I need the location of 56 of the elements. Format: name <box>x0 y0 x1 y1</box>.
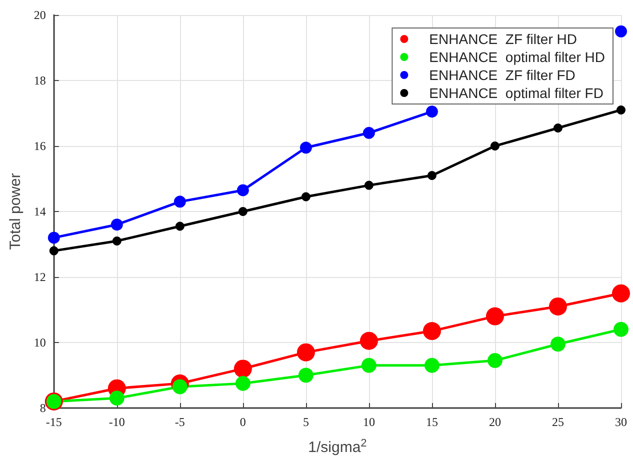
point <box>175 222 184 231</box>
x-tick-label: -5 <box>174 415 185 429</box>
x-tick-label: 25 <box>552 415 564 429</box>
x-tick-label: 10 <box>362 415 375 429</box>
point <box>234 360 252 378</box>
point <box>296 343 315 362</box>
point <box>616 105 626 114</box>
x-tick-label: 5 <box>302 415 309 429</box>
legend-label: ENHANCE ZF filter FD <box>429 67 576 83</box>
x-tick-label: 15 <box>426 415 438 429</box>
y-tick-label: 18 <box>34 74 46 88</box>
point <box>360 332 378 350</box>
point <box>615 25 627 38</box>
point <box>300 142 312 154</box>
point <box>549 297 567 316</box>
point <box>422 322 441 340</box>
point <box>486 307 504 326</box>
point <box>426 106 438 118</box>
point <box>49 246 58 256</box>
x-tick-label: 0 <box>240 415 246 429</box>
x-tick-label: -15 <box>46 415 62 429</box>
point <box>554 123 562 132</box>
y-tick-label: 20 <box>34 8 46 22</box>
y-tick-label: 16 <box>34 139 46 153</box>
point <box>487 353 502 368</box>
y-tick-label: 12 <box>34 270 46 284</box>
point <box>298 368 314 383</box>
point <box>112 236 122 246</box>
point <box>172 379 188 394</box>
point <box>238 207 248 216</box>
point <box>301 192 310 202</box>
legend-label: ENHANCE ZF filter HD <box>429 31 577 47</box>
point <box>174 196 186 208</box>
y-tick-label: 10 <box>34 336 46 350</box>
legend-label: ENHANCE optimal filter FD <box>429 85 604 101</box>
legend-label: ENHANCE optimal filter HD <box>429 49 606 65</box>
y-tick-label: 14 <box>34 204 46 218</box>
y-axis-title: Total power <box>7 173 24 250</box>
point <box>550 336 566 352</box>
point <box>362 126 375 139</box>
point <box>109 390 124 406</box>
point <box>427 170 436 180</box>
point <box>235 376 250 391</box>
point <box>110 218 123 231</box>
point <box>614 322 628 337</box>
point <box>612 284 630 302</box>
point <box>364 180 374 190</box>
x-tick-label: -10 <box>108 415 125 429</box>
x-tick-label: 20 <box>488 415 501 429</box>
point <box>424 358 440 373</box>
point <box>490 142 500 150</box>
point <box>236 184 249 196</box>
point <box>361 358 376 373</box>
x-tick-label: 30 <box>615 415 627 429</box>
y-tick-label: 8 <box>40 401 46 415</box>
point <box>48 232 60 244</box>
